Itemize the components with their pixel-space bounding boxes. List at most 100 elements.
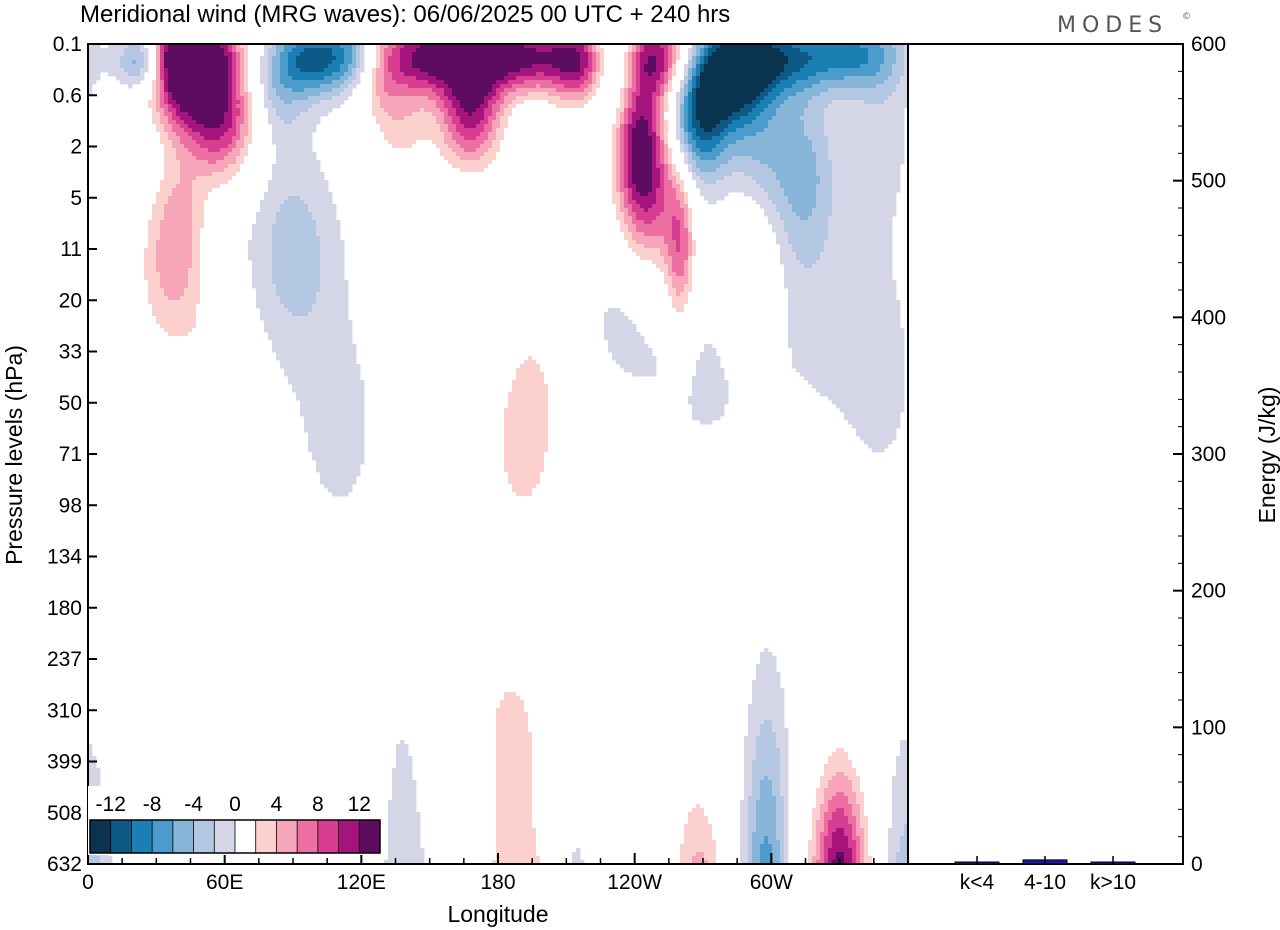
heatmap-cell [812, 156, 817, 161]
heatmap-cell [168, 156, 173, 161]
heatmap-cell [844, 80, 849, 85]
heatmap-cell [264, 84, 269, 89]
heatmap-cell [708, 88, 713, 93]
heatmap-cell [756, 84, 761, 89]
heatmap-cell [272, 68, 277, 73]
heatmap-cell [540, 88, 545, 93]
heatmap-cell [408, 148, 413, 153]
heatmap-cell [492, 72, 497, 77]
heatmap-cell [544, 44, 549, 49]
heatmap-cell [396, 80, 401, 85]
heatmap-cell [684, 148, 689, 153]
heatmap-cell [180, 80, 185, 85]
heatmap-cell [500, 124, 505, 129]
heatmap-cell [164, 140, 169, 145]
heatmap-cell [468, 60, 473, 65]
heatmap-cell [888, 88, 893, 93]
heatmap-cell [332, 104, 337, 109]
heatmap-cell [512, 92, 517, 97]
heatmap-cell [244, 132, 249, 137]
heatmap-cell [252, 112, 257, 117]
heatmap-cell [428, 140, 433, 145]
heatmap-cell [472, 152, 477, 157]
heatmap-cell [720, 92, 725, 97]
heatmap-cell [508, 64, 513, 69]
heatmap-cell [228, 160, 233, 165]
heatmap-cell [168, 116, 173, 121]
heatmap-cell [280, 132, 285, 137]
heatmap-cell [432, 76, 437, 81]
heatmap-cell [192, 92, 197, 97]
heatmap-cell [840, 136, 845, 141]
heatmap-cell [300, 68, 305, 73]
heatmap-cell [560, 96, 565, 101]
heatmap-cell [288, 152, 293, 157]
heatmap-cell [308, 124, 313, 129]
heatmap-cell [752, 88, 757, 93]
heatmap-cell [864, 96, 869, 101]
heatmap-cell [468, 52, 473, 57]
heatmap-cell [848, 128, 853, 133]
heatmap-cell [660, 64, 665, 69]
heatmap-cell [496, 92, 501, 97]
heatmap-cell [692, 64, 697, 69]
heatmap-cell [612, 156, 617, 161]
heatmap-cell [344, 76, 349, 81]
heatmap-cell [168, 80, 173, 85]
heatmap-cell [812, 88, 817, 93]
heatmap-cell [904, 56, 909, 61]
heatmap-cell [888, 68, 893, 73]
heatmap-cell [588, 112, 593, 117]
heatmap-cell [604, 152, 609, 157]
heatmap-cell [640, 132, 645, 137]
heatmap-cell [528, 96, 533, 101]
heatmap-cell [220, 52, 225, 57]
heatmap-cell [732, 148, 737, 153]
heatmap-cell [768, 152, 773, 157]
heatmap-cell [816, 116, 821, 121]
heatmap-cell [656, 140, 661, 145]
heatmap-cell [352, 64, 357, 69]
heatmap-cell [652, 84, 657, 89]
heatmap-cell [160, 152, 165, 157]
heatmap-cell [664, 76, 669, 81]
heatmap-cell [288, 76, 293, 81]
heatmap-cell [220, 148, 225, 153]
heatmap-cell [396, 64, 401, 69]
heatmap-cell [624, 60, 629, 65]
heatmap-cell [324, 100, 329, 105]
heatmap-cell [756, 60, 761, 65]
heatmap-cell [276, 108, 281, 113]
heatmap-cell [488, 88, 493, 93]
heatmap-cell [588, 44, 593, 49]
heatmap-cell [496, 120, 501, 125]
heatmap-cell [348, 80, 353, 85]
heatmap-cell [784, 132, 789, 137]
heatmap-cell [408, 68, 413, 73]
heatmap-cell [796, 156, 801, 161]
heatmap-cell [700, 156, 705, 161]
heatmap-cell [868, 112, 873, 117]
heatmap-cell [312, 96, 317, 101]
heatmap-cell [652, 80, 657, 85]
heatmap-cell [748, 152, 753, 157]
heatmap-cell [144, 96, 149, 101]
heatmap-cell [732, 112, 737, 117]
heatmap-cell [92, 48, 97, 53]
heatmap-cell [724, 44, 729, 49]
heatmap-cell [540, 72, 545, 77]
heatmap-cell [744, 52, 749, 57]
heatmap-cell [840, 76, 845, 81]
heatmap-cell [488, 136, 493, 141]
heatmap-cell [784, 60, 789, 65]
heatmap-cell [876, 112, 881, 117]
heatmap-cell [436, 100, 441, 105]
heatmap-cell [476, 56, 481, 61]
heatmap-cell [836, 124, 841, 129]
heatmap-cell [752, 72, 757, 77]
heatmap-cell [276, 68, 281, 73]
heatmap-cell [292, 140, 297, 145]
heatmap-cell [756, 96, 761, 101]
heatmap-cell [380, 88, 385, 93]
heatmap-cell [380, 56, 385, 61]
